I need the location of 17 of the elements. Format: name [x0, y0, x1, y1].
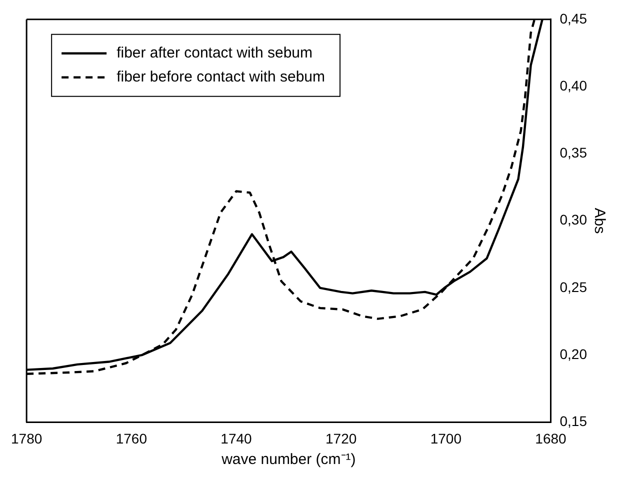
y-axis-title: Abs — [590, 208, 608, 234]
y-tick-label: 0,45 — [560, 10, 588, 26]
x-axis-title: wave number (cm⁻¹) — [220, 451, 356, 468]
x-tick-label: 1680 — [535, 430, 567, 446]
legend-label: fiber after contact with sebum — [116, 44, 313, 62]
x-tick-label: 1740 — [220, 430, 252, 446]
y-tick-label: 0,30 — [560, 212, 588, 228]
y-tick-label: 0,35 — [560, 144, 588, 161]
x-tick-label: 1700 — [430, 430, 462, 446]
y-tick-label: 0,40 — [560, 77, 588, 94]
y-tick-label: 0,25 — [560, 278, 588, 295]
x-tick-label: 1760 — [116, 430, 148, 446]
x-tick-label: 1780 — [10, 430, 42, 446]
legend-label: fiber before contact with sebum — [116, 68, 326, 86]
y-tick-label: 0,15 — [560, 413, 588, 430]
y-tick-label: 0,20 — [560, 346, 588, 362]
x-tick-label: 1720 — [326, 430, 357, 446]
